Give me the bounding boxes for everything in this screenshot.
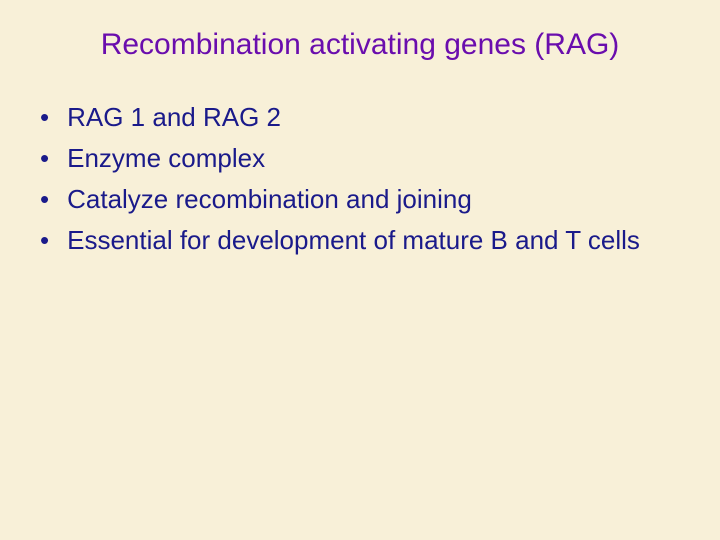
list-item: • Essential for development of mature B … [40, 223, 670, 258]
bullet-icon: • [40, 141, 49, 176]
slide-container: Recombination activating genes (RAG) • R… [0, 0, 720, 540]
slide-title: Recombination activating genes (RAG) [0, 28, 720, 62]
list-item: • Enzyme complex [40, 141, 670, 176]
list-item: • RAG 1 and RAG 2 [40, 100, 670, 135]
bullet-icon: • [40, 182, 49, 217]
bullet-text: RAG 1 and RAG 2 [67, 100, 281, 135]
bullet-icon: • [40, 223, 49, 258]
bullet-text: Enzyme complex [67, 141, 265, 176]
bullet-text: Catalyze recombination and joining [67, 182, 472, 217]
list-item: • Catalyze recombination and joining [40, 182, 670, 217]
bullet-icon: • [40, 100, 49, 135]
bullet-list: • RAG 1 and RAG 2 • Enzyme complex • Cat… [0, 100, 720, 258]
bullet-text: Essential for development of mature B an… [67, 223, 640, 258]
